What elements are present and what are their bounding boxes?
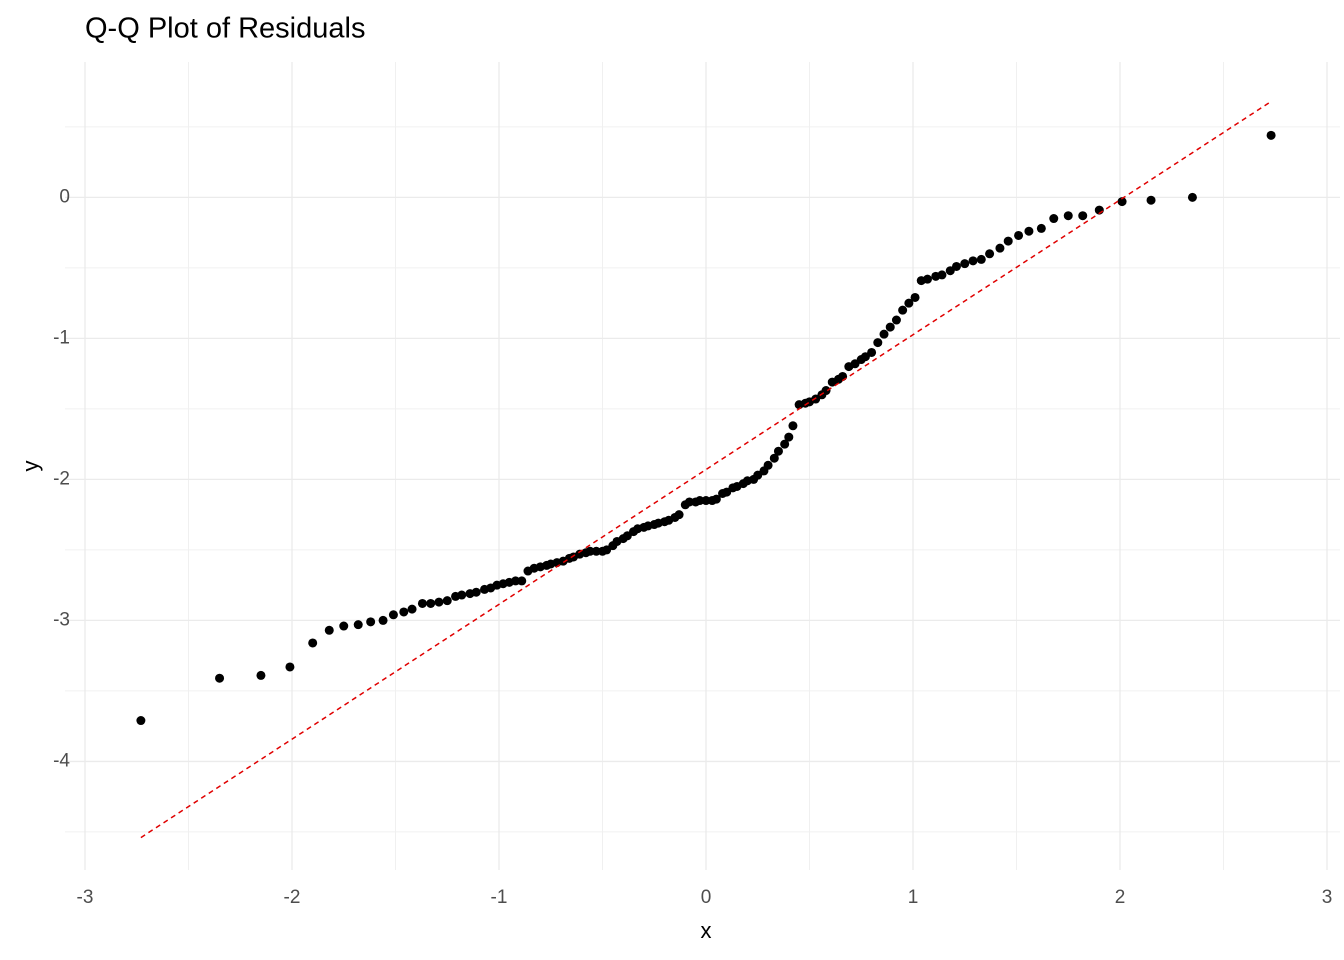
point: [366, 617, 376, 627]
point: [960, 259, 970, 269]
y-tick-label: -1: [53, 327, 70, 348]
point: [922, 274, 932, 284]
point: [517, 576, 527, 586]
point: [873, 338, 883, 348]
point: [769, 453, 779, 463]
point: [324, 625, 334, 635]
y-tick-label: -3: [53, 609, 70, 630]
plot-area: [136, 100, 1276, 839]
point: [951, 261, 961, 271]
point: [136, 716, 146, 726]
tick-labels: -3 -2 -1 0 1 2 3 -4 -3 -2 -1 0: [53, 186, 1332, 908]
x-tick-label: -3: [77, 887, 94, 908]
point: [838, 371, 848, 381]
point: [788, 421, 798, 431]
point: [591, 546, 601, 556]
y-tick-label: 0: [59, 186, 70, 207]
point: [995, 243, 1005, 253]
point: [898, 305, 908, 315]
point: [417, 598, 427, 608]
point: [763, 460, 773, 470]
x-tick-label: 3: [1322, 887, 1333, 908]
y-axis-title: y: [18, 461, 43, 472]
point: [442, 596, 452, 606]
point: [353, 620, 363, 630]
point: [1003, 236, 1013, 246]
point: [215, 673, 225, 683]
x-tick-label: 1: [908, 887, 919, 908]
point: [891, 315, 901, 325]
point: [695, 496, 705, 506]
chart-title: Q-Q Plot of Residuals: [85, 13, 365, 45]
y-tick-label: -2: [53, 468, 70, 489]
point: [885, 322, 895, 332]
point: [1024, 226, 1034, 236]
point: [976, 254, 986, 264]
point: [1146, 195, 1156, 205]
x-axis-title: x: [701, 918, 712, 943]
point: [985, 249, 995, 259]
point: [285, 662, 295, 672]
x-tick-label: 2: [1115, 887, 1126, 908]
point: [879, 329, 889, 339]
point: [339, 621, 349, 631]
point: [904, 298, 914, 308]
point: [511, 576, 521, 586]
x-tick-label: -2: [284, 887, 301, 908]
point: [684, 497, 694, 507]
point: [308, 638, 318, 648]
x-tick-label: 0: [701, 887, 712, 908]
point: [399, 607, 409, 617]
point: [937, 270, 947, 280]
point: [711, 494, 721, 504]
point: [780, 439, 790, 449]
point: [471, 587, 481, 597]
point: [773, 446, 783, 456]
point: [407, 604, 417, 614]
point: [1078, 211, 1088, 221]
point: [701, 496, 711, 506]
point: [378, 615, 388, 625]
point: [1187, 192, 1197, 202]
point: [1266, 130, 1276, 140]
grid: [65, 62, 1340, 870]
point: [1014, 230, 1024, 240]
point: [674, 510, 684, 520]
point: [434, 597, 444, 607]
point: [457, 590, 467, 600]
x-tick-label: -1: [491, 887, 508, 908]
point: [256, 670, 266, 680]
point: [867, 347, 877, 357]
point: [585, 546, 595, 556]
y-tick-label: -4: [53, 750, 70, 771]
point: [784, 432, 794, 442]
point: [1049, 214, 1059, 224]
point: [388, 610, 398, 620]
point: [1117, 197, 1127, 207]
point: [426, 598, 436, 608]
point: [1063, 211, 1073, 221]
point: [1036, 223, 1046, 233]
point: [910, 292, 920, 302]
point: [968, 256, 978, 266]
